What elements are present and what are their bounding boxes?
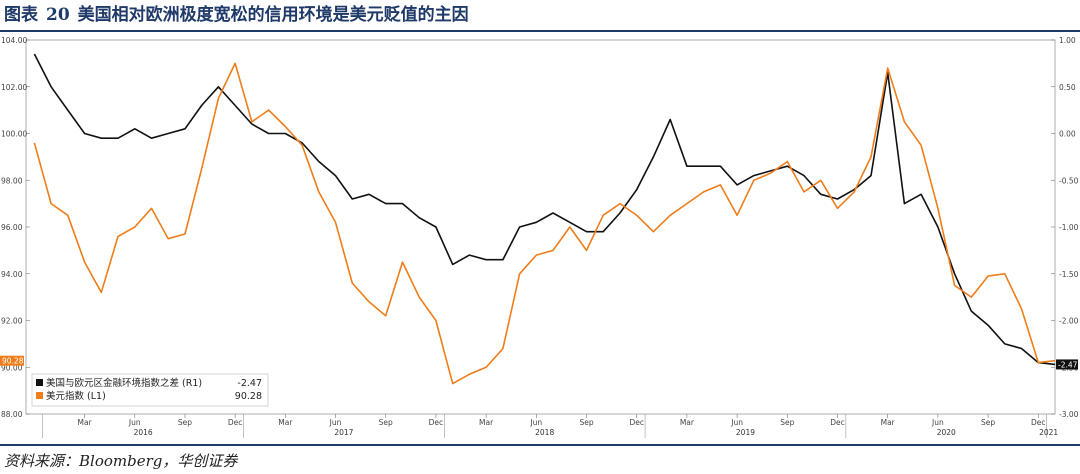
x-month-label: Dec [830,418,845,427]
x-month-label: Dec [629,418,644,427]
legend-box [31,373,269,407]
y-left-tick-label: 88.00 [1,410,23,419]
title-rule [0,30,1080,32]
line-chart: 88.00 90.00 92.00 94.00 96.00 98.00 100.00 102.… [0,36,1079,438]
legend-label: 美国与欧元区金融环境指数之差 (R1) [46,377,202,389]
x-month-label: Mar [77,418,92,427]
x-year-label: 2017 [334,428,353,437]
x-year-label: 2016 [134,428,153,437]
y-right-tick-label: -1.00 [1059,223,1079,232]
x-month-label: Sep [379,418,393,427]
x-month-label: Mar [881,418,896,427]
x-month-label: Dec [429,418,444,427]
right-end-tag [1056,359,1078,370]
title-number: 20 [46,5,70,25]
y-right-tick-label: 1.00 [1059,36,1076,45]
y-left-tick-label: 96.00 [1,223,23,232]
x-year-label: 2020 [937,428,956,437]
y-right-tick-label: -3.00 [1059,410,1079,419]
y-right-tick-label: -1.50 [1059,270,1079,279]
right-end-tag-label: -2.47 [1058,360,1078,369]
x-year-label: 2021 [1039,428,1058,437]
series-line-dxy [33,62,1056,385]
y-right-tick-label: 0.00 [1059,130,1076,139]
x-month-label: Mar [680,418,695,427]
y-right-tick-label: -0.50 [1059,176,1079,185]
title-text: 美国相对欧洲极度宽松的信用环境是美元贬值的主因 [77,5,469,25]
y-left-tick-label: 94.00 [1,270,23,279]
chart-title: 图表 20 美国相对欧洲极度宽松的信用环境是美元贬值的主因 [4,2,469,28]
x-month-label: Mar [479,418,494,427]
left-end-tag [0,355,24,366]
x-year-label: 2019 [736,428,755,437]
y-left-tick-label: 90.00 [1,363,23,372]
x-month-label: Sep [178,418,192,427]
legend-value: -2.47 [237,378,262,389]
x-month-label: Sep [981,418,995,427]
x-month-label: Jun [128,418,141,427]
x-month-label: Jun [931,418,944,427]
source-rule [0,444,1080,446]
legend-label: 美元指数 (L1) [46,390,106,402]
x-month-label: Dec [1031,418,1046,427]
x-month-label: Sep [780,418,794,427]
x-month-label: Jun [329,418,342,427]
x-month-label: Dec [228,418,243,427]
y-left-tick-label: 92.00 [1,317,23,326]
legend-swatch [36,379,43,386]
x-month-label: Mar [278,418,293,427]
y-left-tick-label: 98.00 [1,176,23,185]
series-line-fci-diff [33,53,1056,366]
source-note: 资料来源：Bloomberg，华创证券 [4,452,238,470]
y-left-tick-label: 104.00 [1,36,27,45]
y-left-tick-label: 102.00 [1,83,27,92]
y-right-tick-label: -2.00 [1059,317,1079,326]
left-end-tag-label: 90.28 [2,357,24,366]
y-right-tick-label: 0.50 [1059,83,1076,92]
x-month-label: Sep [579,418,593,427]
x-year-label: 2018 [535,428,554,437]
legend-swatch [36,392,43,399]
y-left-tick-label: 100.00 [1,130,27,139]
plot-frame [25,39,1056,415]
title-prefix: 图表 [4,5,38,25]
legend-value: 90.28 [235,391,262,402]
x-month-label: Jun [529,418,542,427]
x-month-label: Jun [730,418,743,427]
